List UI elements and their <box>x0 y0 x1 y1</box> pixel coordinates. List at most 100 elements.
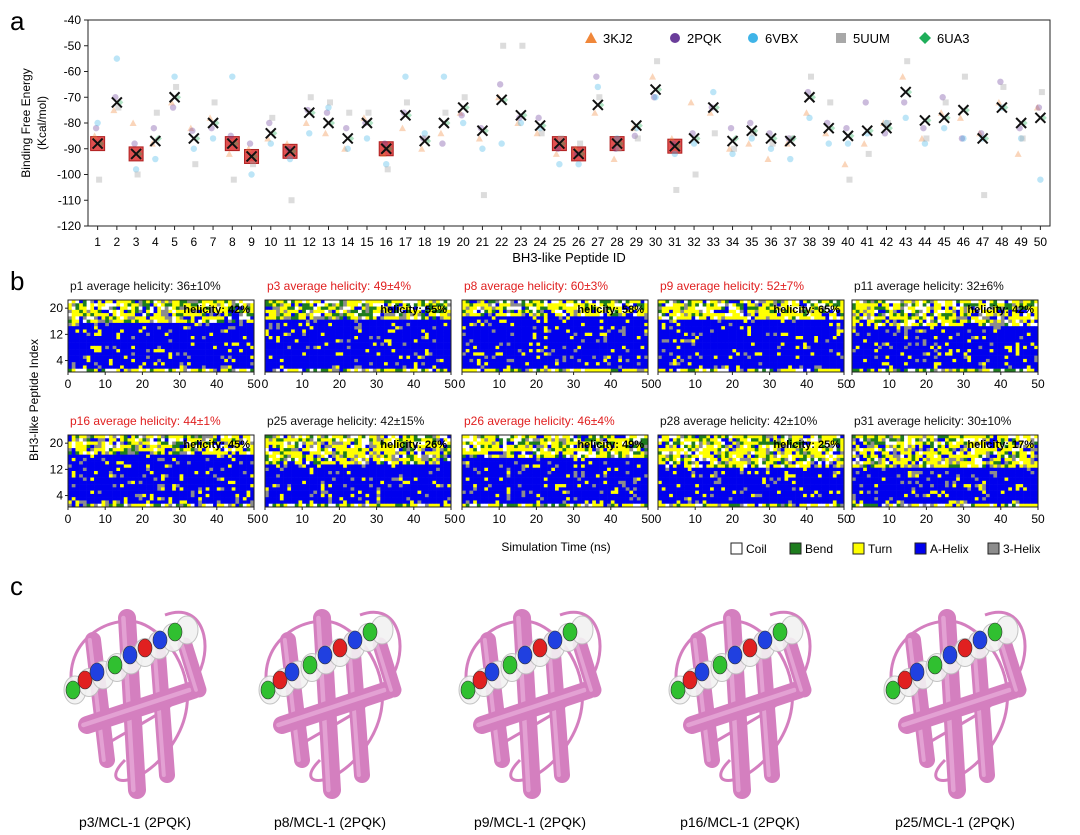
point-2pqk <box>631 132 639 140</box>
heatmap-cell <box>562 358 567 363</box>
heatmap-cell <box>684 336 689 340</box>
heatmap-cell <box>885 300 890 304</box>
heatmap-cell <box>179 362 184 366</box>
legend-label: 3KJ2 <box>603 31 633 46</box>
heatmap-cell <box>825 342 830 347</box>
heatmap-cell <box>172 349 177 353</box>
heatmap-cell <box>443 329 448 334</box>
heatmap-cell <box>298 300 303 304</box>
heatmap-cell <box>577 313 582 317</box>
heatmap-cell <box>384 319 389 324</box>
heatmap-cell <box>573 352 578 356</box>
heatmap-cell <box>525 368 530 373</box>
heatmap-cell <box>82 332 87 337</box>
heatmap-cell <box>672 339 677 343</box>
heatmap-cell <box>592 339 597 343</box>
heatmap-cell <box>213 339 218 343</box>
heatmap-cell <box>788 336 793 340</box>
heatmap-cell <box>702 365 707 370</box>
heatmap-cell <box>94 336 99 340</box>
heatmap-cell <box>736 336 741 340</box>
heatmap-cell <box>562 329 567 334</box>
heatmap-cell <box>246 339 251 343</box>
heatmap-cell <box>116 368 121 373</box>
heatmap-cell <box>525 303 530 307</box>
heatmap-cell <box>506 313 511 317</box>
heatmap-cell <box>661 368 666 373</box>
heatmap-cell <box>436 339 441 343</box>
heatmap-cell <box>555 362 560 366</box>
heatmap-cell <box>691 352 696 356</box>
heatmap-cell <box>521 332 526 337</box>
heatmap-cell <box>276 300 281 304</box>
heatmap-cell <box>825 313 830 317</box>
heatmap-cell <box>562 349 567 353</box>
heatmap-cell <box>309 362 314 366</box>
heatmap-cell <box>439 349 444 353</box>
heatmap-cell <box>402 362 407 366</box>
heatmap-cell <box>832 368 837 373</box>
heatmap-cell <box>421 339 426 343</box>
heatmap-cell <box>814 326 819 330</box>
heatmap-cell <box>510 349 515 353</box>
heatmap-cell <box>502 329 507 334</box>
heatmap-cell <box>502 322 507 327</box>
heatmap-cell <box>676 319 681 324</box>
heatmap-cell <box>112 358 117 363</box>
heatmap-cell <box>372 336 377 340</box>
heatmap-cell <box>743 336 748 340</box>
heatmap-cell <box>138 313 143 317</box>
heatmap-cell <box>216 322 221 327</box>
heatmap-cell <box>532 336 537 340</box>
heatmap-cell <box>131 352 136 356</box>
heatmap-cell <box>633 326 638 330</box>
heatmap-cell <box>967 300 972 304</box>
heatmap-cell <box>82 322 87 327</box>
heatmap-cell <box>120 303 125 307</box>
heatmap-cell <box>469 309 474 314</box>
heatmap-cell <box>762 329 767 334</box>
heatmap-cell <box>339 342 344 347</box>
heatmap-cell <box>769 322 774 327</box>
heatmap-cell <box>814 368 819 373</box>
point-5uum <box>461 94 468 101</box>
heatmap-cell <box>71 319 76 324</box>
heatmap-cell <box>138 355 143 360</box>
x-tick-label: 26 <box>572 235 586 249</box>
x-tick-label: 48 <box>995 235 1009 249</box>
heatmap-cell <box>765 349 770 353</box>
heatmap-cell <box>710 362 715 366</box>
heatmap-cell <box>86 309 91 314</box>
point-2pqk <box>92 124 100 132</box>
heatmap-cell <box>305 355 310 360</box>
heatmap-cell <box>821 342 826 347</box>
heatmap-cell <box>551 313 556 317</box>
heatmap-cell <box>629 349 634 353</box>
heatmap-cell <box>276 313 281 317</box>
heatmap-cell <box>387 362 392 366</box>
heatmap-cell <box>86 322 91 327</box>
heatmap-cell <box>75 313 80 317</box>
heatmap-cell <box>227 319 232 324</box>
heatmap-cell <box>595 329 600 334</box>
heatmap-cell <box>566 349 571 353</box>
heatmap-cell <box>447 316 452 320</box>
heatmap-cell <box>227 309 232 314</box>
heatmap-cell <box>941 300 946 304</box>
heatmap-cell <box>476 345 481 350</box>
heatmap-cell <box>317 336 322 340</box>
heatmap-cell <box>376 306 381 311</box>
heatmap-cell <box>476 316 481 320</box>
heatmap-cell <box>691 322 696 327</box>
heatmap-cell <box>402 329 407 334</box>
heatmap-cell <box>636 303 641 307</box>
heatmap-cell <box>547 309 552 314</box>
heatmap-cell <box>721 358 726 363</box>
heatmap-cell <box>138 365 143 370</box>
heatmap-cell <box>832 355 837 360</box>
heatmap-x-tick-label: 20 <box>530 377 544 391</box>
heatmap-cell <box>354 336 359 340</box>
heatmap-cell <box>291 342 296 347</box>
heatmap-cell <box>187 319 192 324</box>
heatmap-cell <box>566 336 571 340</box>
